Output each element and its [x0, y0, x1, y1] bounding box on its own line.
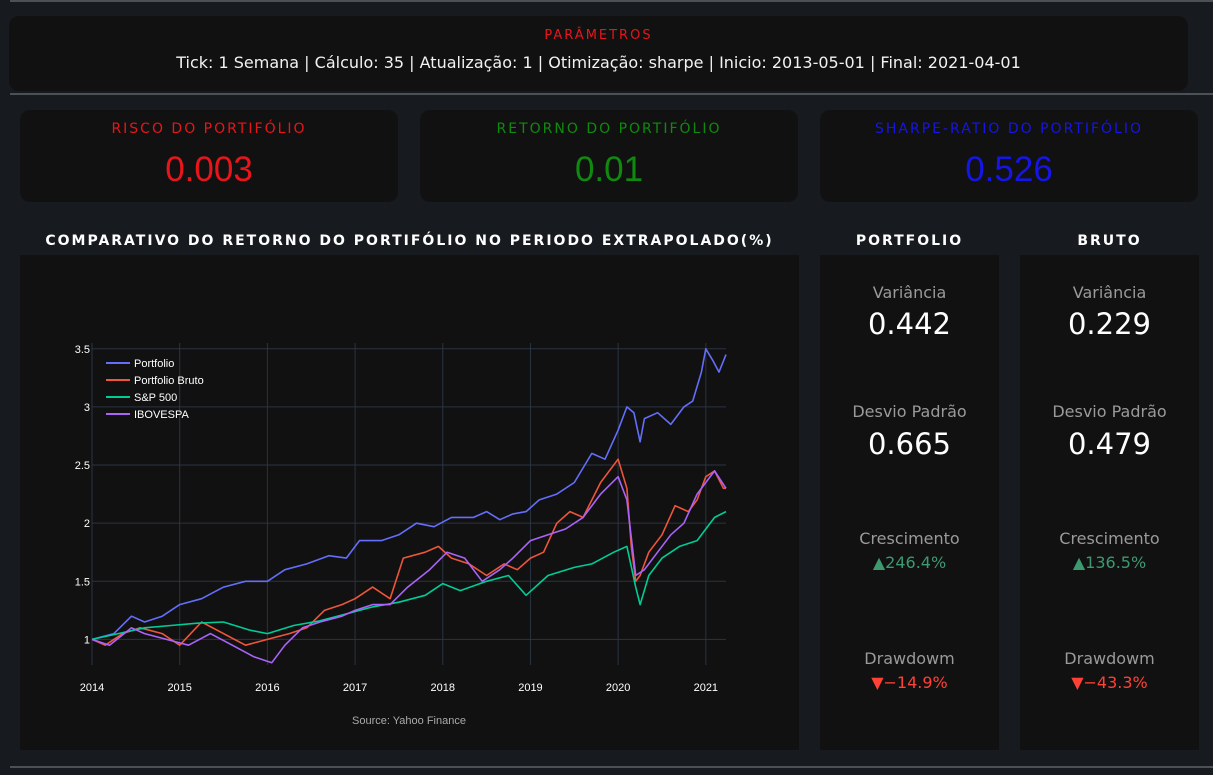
- bruto-section-title: BRUTO: [1077, 233, 1142, 249]
- bruto-stats-card: Variância 0.229 Desvio Padrão 0.479 Cres…: [1020, 255, 1199, 750]
- x-tick-label: 2021: [694, 682, 718, 694]
- y-tick-label: 2.5: [75, 460, 90, 472]
- bruto-variance-label: Variância: [1072, 283, 1147, 302]
- chart-section-title: COMPARATIVO DO RETORNO DO PORTIFÓLIO NO …: [45, 233, 774, 249]
- params-divider: [10, 93, 1213, 95]
- x-tick-label: 2019: [518, 682, 542, 694]
- portfolio-std-label: Desvio Padrão: [852, 402, 967, 421]
- bottom-divider: [10, 766, 1213, 768]
- returns-line-chart: 2014 2015 2016 2017 2018 2019 2020 2021 1 1.5 2 2.…: [75, 343, 727, 727]
- portfolio-section-title: PORTFOLIO: [855, 233, 964, 249]
- x-tick-label: 2020: [606, 682, 630, 694]
- y-tick-label: 1: [84, 634, 90, 646]
- top-divider: [10, 0, 1213, 2]
- x-tick-label: 2016: [255, 682, 279, 694]
- bruto-std-label: Desvio Padrão: [1052, 402, 1167, 421]
- risk-card: RISCO DO PORTIFÓLIO 0.003: [20, 110, 398, 202]
- portfolio-growth-label: Crescimento: [859, 529, 960, 548]
- bruto-drawdown-label: Drawdowm: [1064, 649, 1155, 668]
- bruto-growth-label: Crescimento: [1059, 529, 1160, 548]
- portfolio-variance-value: 0.442: [867, 307, 952, 341]
- sharpe-value: 0.526: [965, 150, 1053, 189]
- y-tick-label: 3.5: [75, 344, 90, 356]
- legend-label: Portfolio: [134, 358, 174, 370]
- legend-label: IBOVESPA: [134, 409, 189, 421]
- sharpe-label: SHARPE-RATIO DO PORTIFÓLIO: [875, 121, 1143, 137]
- return-card: RETORNO DO PORTIFÓLIO 0.01: [420, 110, 798, 202]
- series-line-portfolio-bruto: [91, 458, 726, 647]
- portfolio-growth-value: ▲246.4%: [872, 553, 947, 572]
- x-tick-label: 2018: [431, 682, 455, 694]
- return-label: RETORNO DO PORTIFÓLIO: [496, 121, 722, 137]
- sharpe-card: SHARPE-RATIO DO PORTIFÓLIO 0.526: [820, 110, 1198, 202]
- chart-source-annotation: Source: Yahoo Finance: [352, 715, 466, 727]
- bruto-std-value: 0.479: [1067, 427, 1152, 461]
- bruto-growth-value: ▲136.5%: [1072, 553, 1147, 572]
- return-value: 0.01: [574, 150, 644, 189]
- series-line-ibovespa: [91, 470, 727, 664]
- y-tick-label: 1.5: [75, 576, 90, 588]
- x-tick-label: 2017: [343, 682, 367, 694]
- risk-value: 0.003: [165, 150, 253, 189]
- legend-label: S&P 500: [134, 392, 177, 404]
- portfolio-std-value: 0.665: [867, 427, 952, 461]
- risk-label: RISCO DO PORTIFÓLIO: [111, 121, 307, 137]
- bruto-drawdown-value: ▼−43.3%: [1071, 673, 1148, 692]
- y-tick-label: 3: [84, 402, 90, 414]
- x-tick-label: 2015: [167, 682, 191, 694]
- legend-label: Portfolio Bruto: [134, 375, 204, 387]
- chart-card: 2014 2015 2016 2017 2018 2019 2020 2021 1 1.5 2 2.…: [20, 255, 799, 750]
- parameters-text: Tick: 1 Semana | Cálculo: 35 | Atualizaç…: [176, 53, 1021, 72]
- parameters-panel: PARÂMETROS Tick: 1 Semana | Cálculo: 35 …: [9, 16, 1188, 91]
- parameters-title: PARÂMETROS: [544, 28, 653, 43]
- portfolio-variance-label: Variância: [872, 283, 947, 302]
- bruto-variance-value: 0.229: [1067, 307, 1152, 341]
- x-tick-label: 2014: [80, 682, 104, 694]
- series-line-s-p-500: [91, 510, 727, 641]
- portfolio-stats-card: Variância 0.442 Desvio Padrão 0.665 Cres…: [820, 255, 999, 750]
- portfolio-drawdown-label: Drawdowm: [864, 649, 955, 668]
- y-tick-label: 2: [84, 518, 90, 530]
- portfolio-drawdown-value: ▼−14.9%: [871, 673, 948, 692]
- series-line-portfolio: [91, 348, 727, 641]
